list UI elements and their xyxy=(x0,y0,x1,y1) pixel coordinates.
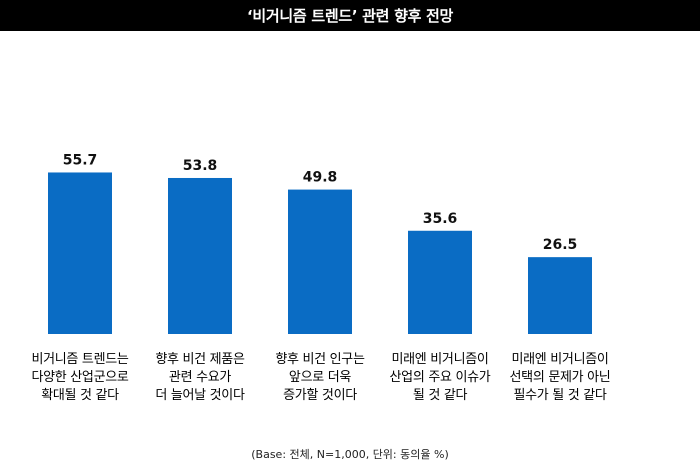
bar xyxy=(48,172,112,334)
category-label: 미래엔 비거니즘이 산업의 주요 이슈가 될 것 같다 xyxy=(389,352,491,403)
category-label: 미래엔 비거니즘이 선택의 문제가 아닌 필수가 될 것 같다 xyxy=(509,352,611,403)
bar xyxy=(168,177,232,334)
value-label: 53.8 xyxy=(183,158,218,174)
bar xyxy=(408,230,472,334)
value-label: 26.5 xyxy=(543,237,578,253)
category-label: 향후 비건 제품은 관련 수요가 더 늘어날 것이다 xyxy=(155,352,245,403)
bar xyxy=(528,257,592,334)
bar xyxy=(288,189,352,334)
value-label: 49.8 xyxy=(303,170,338,186)
value-label: 55.7 xyxy=(63,152,98,168)
footnote: (Base: 전체, N=1,000, 단위: 동의율 %) xyxy=(251,448,449,461)
category-label: 비거니즘 트렌드는 다양한 산업군으로 확대될 것 같다 xyxy=(31,352,129,403)
chart-title: ‘비거니즘 트렌드’ 관련 향후 전망 xyxy=(0,0,700,31)
value-label: 35.6 xyxy=(423,211,458,227)
category-label: 향후 비건 인구는 앞으로 더욱 증가할 것이다 xyxy=(275,352,365,403)
